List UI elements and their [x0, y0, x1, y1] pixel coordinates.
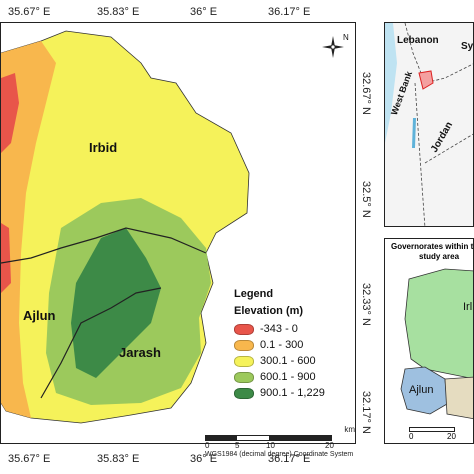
legend-swatch — [234, 323, 254, 335]
inset-scale-tick: 0 — [409, 432, 414, 441]
inset-label-syria: Sy — [461, 41, 474, 52]
boundary-ajlun-jarash — [40, 287, 162, 399]
inset-label-lebanon: Lebanon — [397, 35, 439, 46]
governorates-inset-title-line2: study area — [419, 252, 460, 261]
legend-label: -343 - 0 — [260, 323, 298, 335]
north-arrow-icon — [322, 36, 344, 58]
legend-label: 300.1 - 600 — [260, 355, 316, 367]
top-tick-4: 36.17° E — [268, 6, 311, 18]
governorates-inset-title-line1: Governorates within the — [391, 242, 474, 251]
elevation-map — [1, 30, 250, 424]
right-tick-4: 32.17° N — [360, 391, 372, 434]
legend-title: Legend — [234, 288, 274, 300]
legend-swatch — [234, 371, 254, 383]
legend-subtitle: Elevation (m) — [234, 305, 304, 317]
peak-zone — [71, 228, 161, 378]
legend-item: 900.1 - 1,229 — [234, 385, 354, 401]
dead-sea — [412, 118, 416, 148]
legend-label: 600.1 - 900 — [260, 371, 316, 383]
coordinate-system-caption: WGS1984 (decimal degree) Coordinate Syst… — [205, 451, 354, 458]
governorates-shapes — [400, 268, 473, 420]
scale-unit: km — [344, 425, 355, 434]
legend: Legend Elevation (m) -343 - 0 0.1 - 300 … — [234, 288, 354, 401]
irbid-governorate-shape — [404, 268, 473, 380]
inset-scale-bar: 0 20 — [409, 427, 459, 441]
bottom-tick-1: 35.67° E — [8, 453, 51, 465]
legend-item: -343 - 0 — [234, 321, 354, 337]
legend-swatch — [234, 339, 254, 351]
right-tick-3: 32.33° N — [360, 283, 372, 326]
bottom-tick-3: 36° E — [190, 453, 218, 465]
top-tick-1: 35.67° E — [8, 6, 51, 18]
north-arrow-label: N — [343, 33, 349, 42]
regional-inset-map: Lebanon Sy West Bank Jordan — [384, 22, 474, 227]
bottom-tick-2: 35.83° E — [97, 453, 140, 465]
top-tick-3: 36° E — [190, 6, 218, 18]
scale-bar: km 0 5 10 20 WGS1984 (decimal degree) Co… — [205, 425, 355, 458]
legend-swatch — [234, 355, 254, 367]
legend-swatch — [234, 387, 254, 399]
scale-tick: 20 — [325, 441, 334, 450]
inset-scale-tick: 20 — [447, 432, 456, 441]
ajlun-governorate-shape — [400, 366, 448, 415]
legend-item: 300.1 - 600 — [234, 353, 354, 369]
scale-tick: 5 — [235, 441, 240, 450]
country-border — [404, 23, 473, 84]
regional-inset-shapes — [385, 23, 473, 226]
sea-area — [385, 23, 397, 143]
legend-item: 600.1 - 900 — [234, 369, 354, 385]
jarash-governorate-shape — [444, 376, 473, 420]
depression-zone — [1, 73, 19, 153]
study-area-highlight — [418, 70, 434, 90]
scale-tick: 10 — [266, 441, 275, 450]
bottom-tick-4: 36.17° E — [268, 453, 311, 465]
legend-label: 0.1 - 300 — [260, 339, 304, 351]
legend-item: 0.1 - 300 — [234, 337, 354, 353]
main-map-frame: Irbid Ajlun Jarash N — [0, 22, 356, 444]
boundary-irbid-south — [1, 227, 207, 264]
top-tick-2: 35.83° E — [97, 6, 140, 18]
depression-zone-south — [1, 223, 11, 293]
region-label-jarash: Jarash — [119, 345, 161, 360]
governorates-inset-title: Governorates within the study area — [391, 242, 474, 262]
scale-tick: 0 — [205, 441, 210, 450]
inset-label-ajlun: Ajlun — [409, 384, 434, 396]
governorates-inset-map: Governorates within the study area Irl A… — [384, 238, 474, 444]
right-tick-2: 32.5° N — [360, 181, 372, 218]
inset-label-irbid: Irl — [463, 301, 473, 313]
country-border — [414, 82, 426, 226]
region-label-irbid: Irbid — [89, 140, 118, 155]
right-tick-1: 32.67° N — [360, 72, 372, 115]
lowland-zone — [1, 41, 56, 418]
region-label-ajlun: Ajlun — [23, 308, 56, 323]
legend-label: 900.1 - 1,229 — [260, 387, 325, 399]
